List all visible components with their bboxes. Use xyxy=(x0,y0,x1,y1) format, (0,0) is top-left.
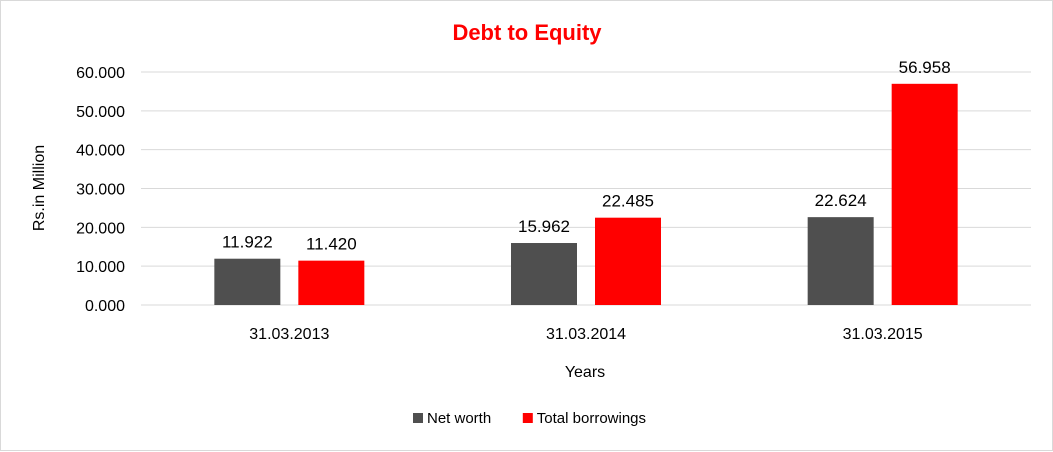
data-labels: 11.922 11.420 15.962 22.485 22.624 56.958 xyxy=(222,58,951,254)
y-tick-label: 0.000 xyxy=(85,298,125,315)
y-tick-label: 30.000 xyxy=(76,182,125,199)
bar-net-worth xyxy=(511,243,577,305)
data-label: 11.420 xyxy=(306,235,357,254)
bar-total-borrowings xyxy=(891,83,958,305)
legend-label: Net worth xyxy=(427,410,491,427)
y-axis-label: Rs.in Million xyxy=(31,145,48,231)
y-tick-label: 20.000 xyxy=(76,220,125,237)
bars xyxy=(214,83,958,305)
data-label: 22.624 xyxy=(815,191,867,210)
bar-net-worth xyxy=(807,217,874,305)
chart-title: Debt to Equity xyxy=(452,20,602,45)
x-tick-label: 31.03.2014 xyxy=(546,326,626,343)
x-tick-label: 31.03.2013 xyxy=(249,326,329,343)
legend-swatch xyxy=(522,413,533,423)
x-axis-label: Years xyxy=(565,364,605,381)
y-tick-label: 60.000 xyxy=(76,65,125,82)
legend: Net worth Total borrowings xyxy=(413,410,646,427)
y-axis-ticks: 0.000 10.000 20.000 30.000 40.000 50.000 60.00… xyxy=(76,65,125,315)
bar-total-borrowings xyxy=(298,260,365,305)
y-tick-label: 50.000 xyxy=(76,104,125,121)
gridlines xyxy=(141,71,1031,306)
data-label: 11.922 xyxy=(222,233,273,252)
bar-net-worth xyxy=(214,258,281,305)
data-label: 22.485 xyxy=(602,192,654,211)
legend-label: Total borrowings xyxy=(537,410,646,427)
y-tick-label: 10.000 xyxy=(76,259,125,276)
data-label: 56.958 xyxy=(899,58,951,77)
data-label: 15.962 xyxy=(518,217,570,236)
bar-total-borrowings xyxy=(595,217,661,305)
legend-swatch xyxy=(413,413,423,423)
x-tick-label: 31.03.2015 xyxy=(843,326,923,343)
y-tick-label: 40.000 xyxy=(76,143,125,160)
x-axis-ticks: 31.03.2013 31.03.2014 31.03.2015 xyxy=(249,326,923,343)
